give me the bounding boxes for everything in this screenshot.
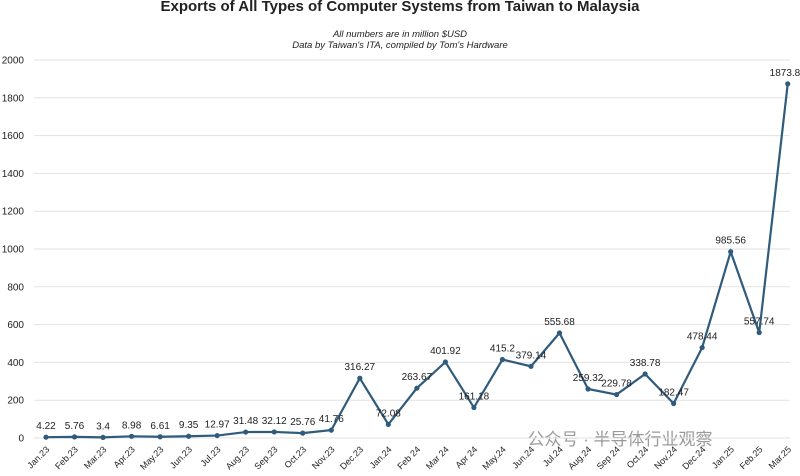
data-label: 415.2 [490,344,515,355]
watermark: 公众号 · 半导体行业观察 [527,430,712,449]
y-tick-label: 600 [7,320,24,331]
x-tick-label: Apr.23 [112,444,137,469]
x-tick-label: Mar 24 [424,444,451,471]
data-label: 555.68 [544,317,575,328]
data-label: 229.78 [601,379,632,390]
marker [300,430,306,436]
marker [186,433,192,439]
marker [728,249,734,255]
x-tick-label: Apr 24 [454,444,480,470]
marker [556,330,563,336]
marker [100,434,106,440]
y-tick-label: 2000 [2,56,25,67]
marker [243,429,249,435]
y-tick-label: 800 [7,282,24,293]
marker [385,421,391,427]
x-tick-label: Mar.25 [767,444,794,471]
data-label: 1873.89 [770,68,800,79]
x-tick-label: Oct.23 [282,444,308,470]
data-label: 31.48 [233,416,258,427]
data-label: 41.76 [319,414,344,425]
marker [613,391,620,398]
x-tick-label: Feb.25 [738,444,765,471]
data-label: 182.47 [658,388,689,399]
x-tick-label: Jan.25 [710,444,736,470]
marker [414,385,420,391]
marker [442,359,448,365]
data-label: 316.27 [345,362,376,373]
line [45,83,789,439]
data-label: 401.92 [430,346,461,357]
data-label: 259.32 [573,373,604,384]
data-label: 338.78 [630,358,661,369]
marker [585,386,591,392]
data-label: 5.76 [65,421,85,432]
data-label: 9.35 [179,420,199,431]
x-tick-label: Sep.23 [252,444,279,471]
data-label: 12.97 [205,420,230,431]
chart-title: Exports of All Types of Computer Systems… [161,0,641,15]
x-tick-label: Dec.23 [338,444,365,471]
marker [642,371,648,377]
data-label: 6.61 [150,421,170,432]
data-label: 263.67 [402,372,433,383]
y-tick-label: 1200 [2,207,25,218]
marker [157,434,163,440]
marker [271,429,277,435]
chart-source: Data by Taiwan's ITA, compiled by Tom's … [292,40,508,51]
data-label: 25.76 [290,417,315,428]
x-tick-label: May.23 [138,444,165,471]
data-label: 985.56 [715,236,746,247]
marker [471,404,477,411]
y-tick-label: 1400 [2,169,25,180]
marker [499,356,506,363]
y-tick-label: 400 [7,358,24,369]
x-tick-label: Feb.23 [53,444,80,471]
marker [128,433,135,439]
x-tick-label: Jun.23 [168,444,194,470]
marker [756,329,762,336]
x-tick-label: Feb 24 [395,444,422,471]
y-tick-label: 0 [18,434,24,445]
marker [214,432,220,439]
data-label: 379.14 [516,350,547,361]
marker [528,363,534,369]
marker [71,434,78,440]
marker [785,81,791,87]
data-label: 161.18 [459,392,490,403]
x-tick-label: Jan.24 [368,444,394,470]
x-tick-label: Jul.23 [199,444,223,468]
marker [699,344,705,351]
marker [671,400,677,407]
data-label: 32.12 [262,416,287,427]
marker [328,427,334,433]
data-label: 8.98 [122,420,142,431]
y-tick-label: 1000 [2,245,25,256]
data-label: 4.22 [36,421,56,432]
data-label: 3.4 [96,421,110,432]
chart-subtitle: All numbers are in million $USD [332,29,467,40]
y-tick-label: 200 [7,396,24,407]
y-tick-label: 1800 [2,93,25,104]
x-tick-label: Jan.23 [25,444,51,470]
y-tick-label: 1600 [2,131,25,142]
x-tick-label: Jun.24 [510,444,536,470]
data-label: 72.08 [376,408,401,419]
data-label: 478.44 [687,332,718,343]
x-tick-label: Aug.23 [224,444,251,471]
data-label: 557.74 [744,317,775,328]
x-tick-label: Mar.23 [82,444,109,471]
marker [357,375,363,381]
x-tick-label: May.24 [480,444,507,471]
x-tick-label: Nov.23 [310,444,337,471]
marker [43,434,49,440]
